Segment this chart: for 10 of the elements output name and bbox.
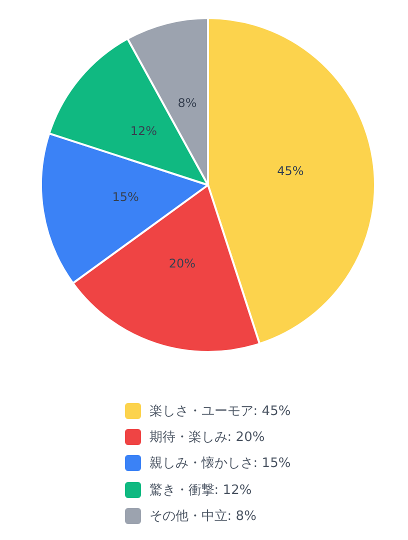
legend-label: その他・中立: 8%: [149, 508, 256, 525]
legend-label: 楽しさ・ユーモア: 45%: [149, 403, 291, 420]
data-label: 20%: [168, 256, 196, 271]
legend-label: 驚き・衝撃: 12%: [149, 482, 252, 499]
legend-label: 期待・楽しみ: 20%: [149, 429, 265, 446]
legend-label: 親しみ・懐かしさ: 15%: [149, 455, 291, 472]
data-label: 45%: [277, 164, 304, 178]
data-label: 8%: [178, 96, 197, 110]
data-label: 12%: [130, 124, 157, 138]
data-label: 15%: [112, 190, 139, 204]
